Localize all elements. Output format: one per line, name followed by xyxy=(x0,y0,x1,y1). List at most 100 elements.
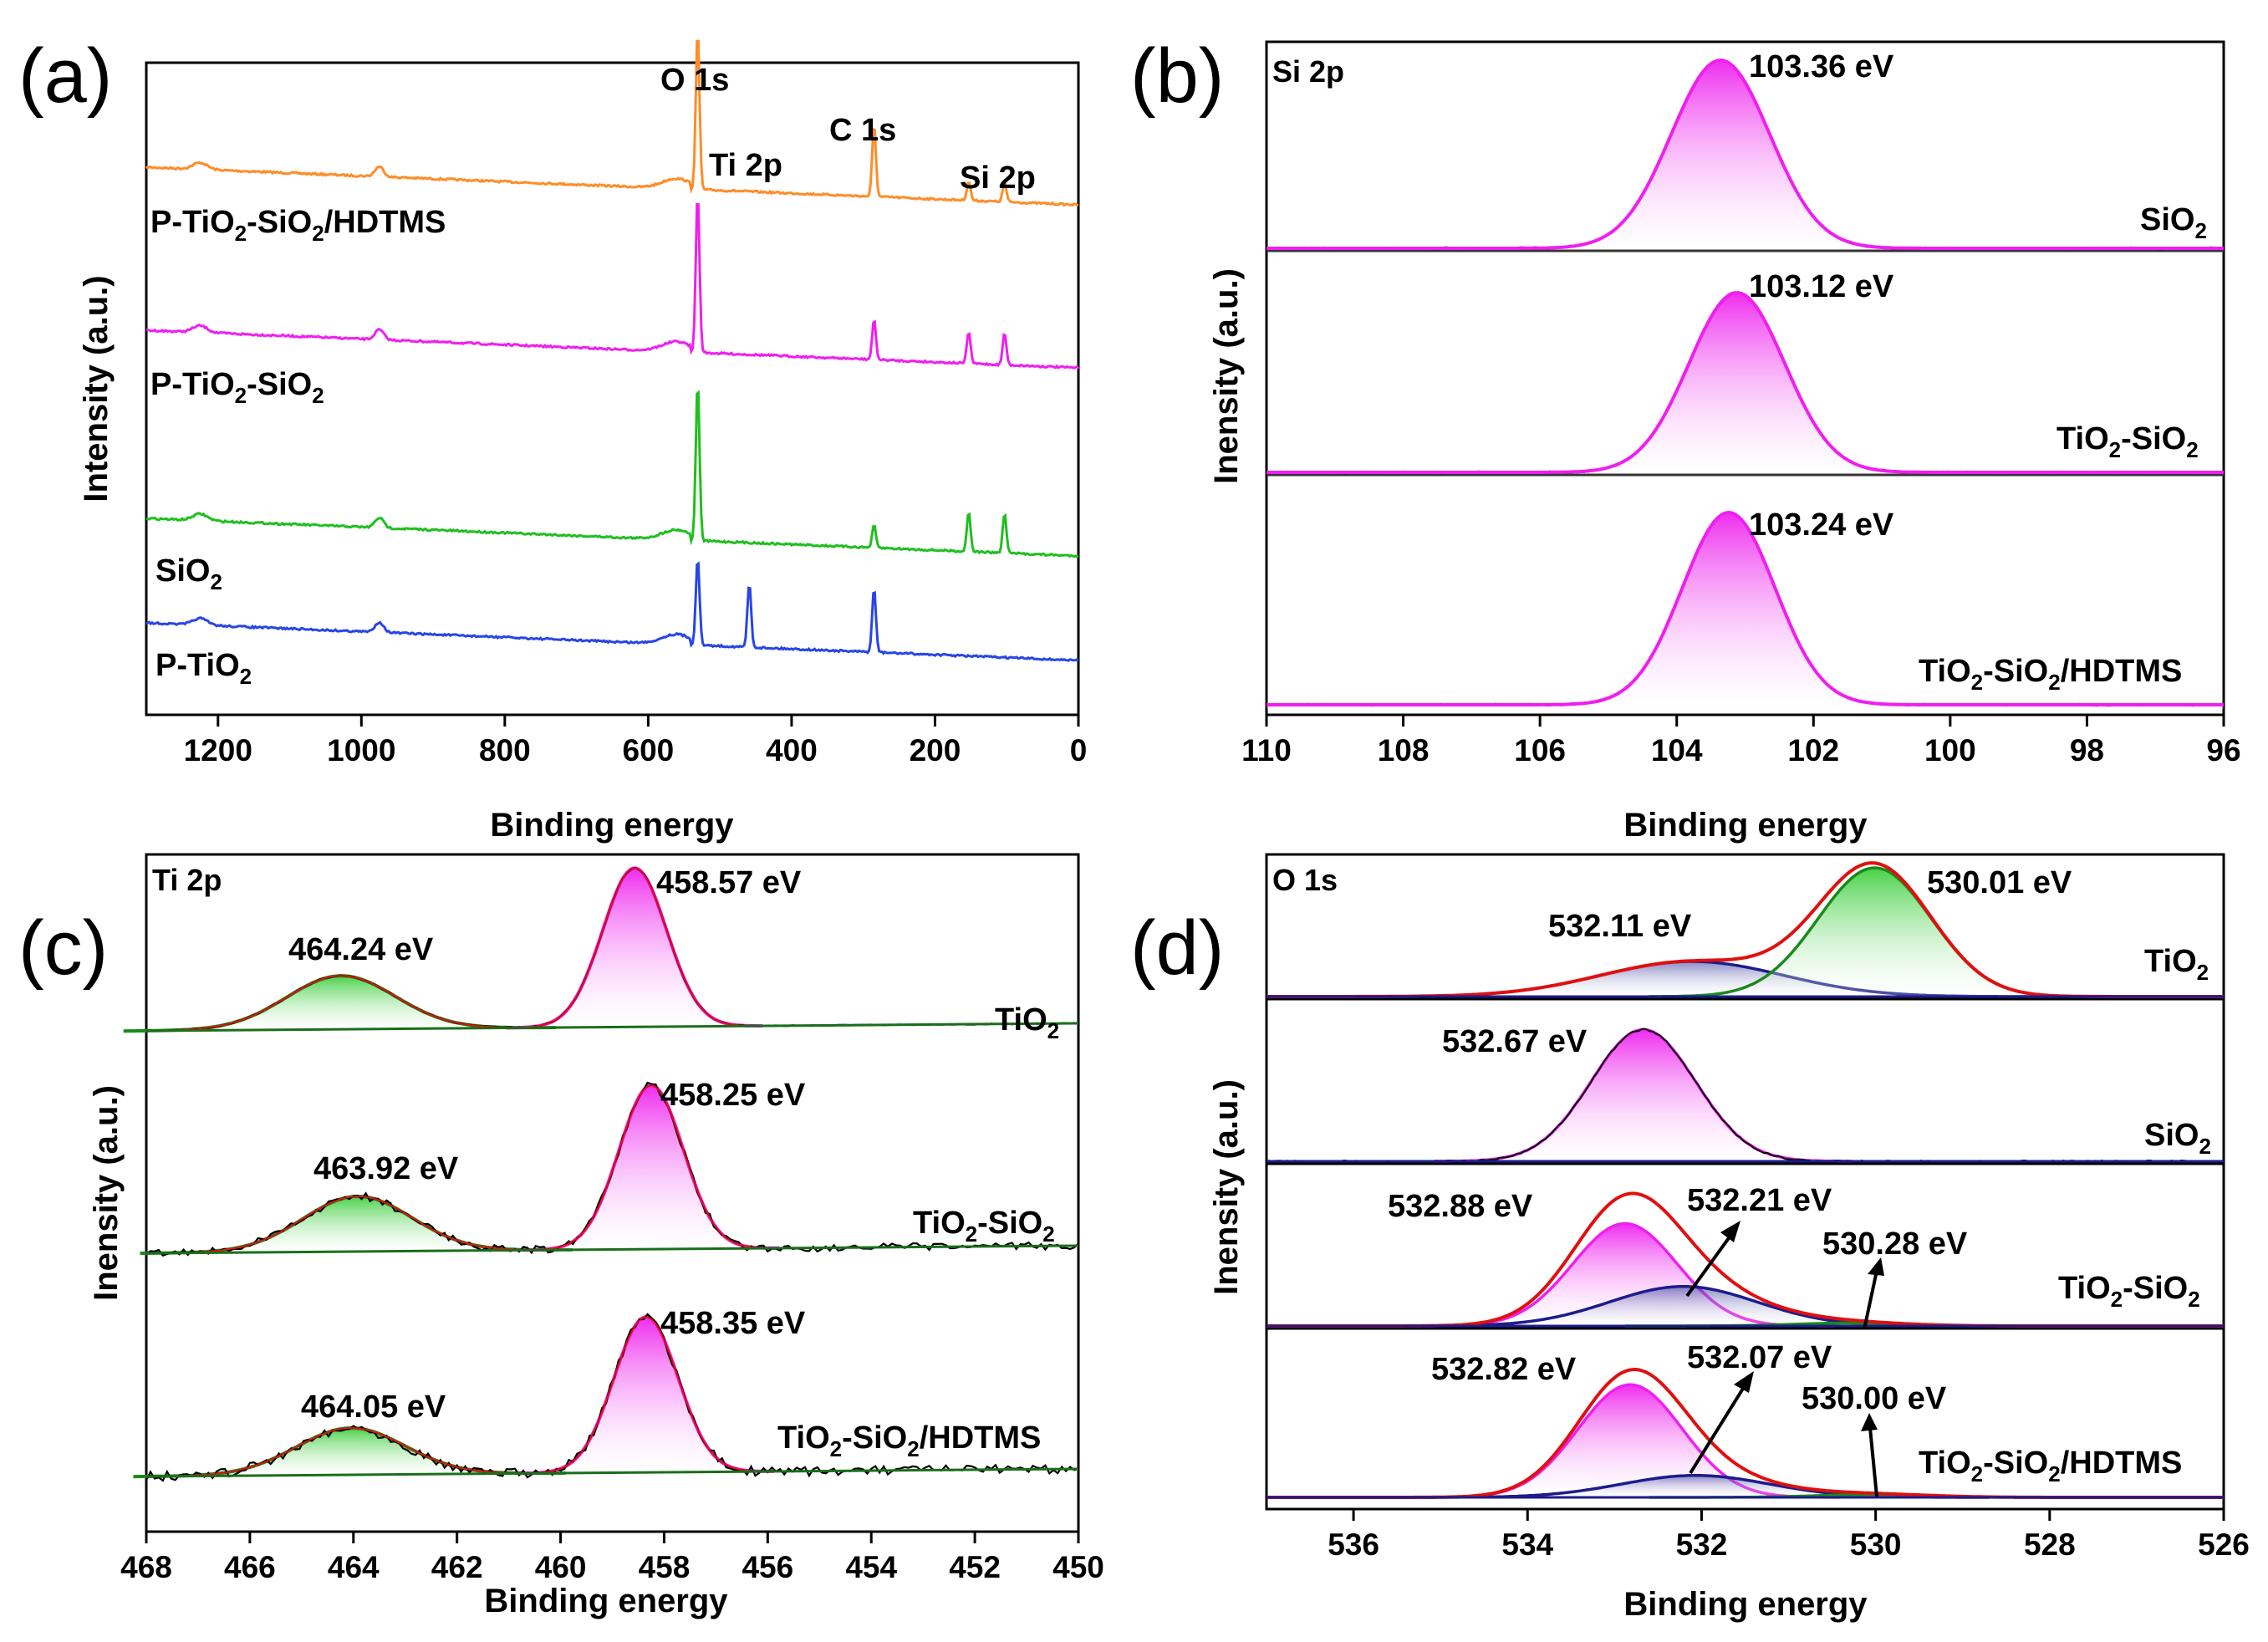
a-tick-label-800: 800 xyxy=(479,733,531,767)
arrow-d-530-00 xyxy=(1861,1413,1878,1497)
panel-d-peak-fill-1-0 xyxy=(1434,1029,1853,1161)
peak-label-d-532-07: 532.07 eV xyxy=(1687,1340,1832,1375)
panel-b-corner-label: Si 2p xyxy=(1272,54,1344,89)
panel-c-peak-fill-1-0 xyxy=(140,1196,575,1254)
c-tick-label-452: 452 xyxy=(949,1550,1001,1584)
series-label-d-hdtms: TiO2-SiO2/HDTMS xyxy=(1919,1446,2182,1486)
series-label-c-hdtms: TiO2-SiO2/HDTMS xyxy=(777,1420,1041,1461)
panel-d-frame xyxy=(1265,853,2225,1511)
panel-a-ylabel: Intensity (a.u.) xyxy=(78,275,115,502)
panel-c-frame xyxy=(145,853,1080,1533)
panel-a-series xyxy=(145,39,1080,662)
panel-c-peak-fill-2-0 xyxy=(133,1428,568,1477)
panel-d-peak-fill-2-0 xyxy=(1416,1223,1834,1326)
series-label-c-tio2: TiO2 xyxy=(995,1002,1059,1043)
series-label-d-sio2: SiO2 xyxy=(2144,1118,2211,1159)
d-tick-label-532: 532 xyxy=(1676,1527,1728,1562)
a-tick-label-600: 600 xyxy=(623,733,675,767)
panel-b-fit-1 xyxy=(1267,291,2224,474)
peak-label-c-458-57: 458.57 eV xyxy=(656,865,802,900)
series-label-b-tio2-sio2: TiO2-SiO2 xyxy=(2056,421,2199,462)
panel-a-ticks: 1200 1000 800 600 400 200 0 xyxy=(184,715,1088,767)
panel-label-d: (d) xyxy=(1130,905,1224,991)
panel-d-peak-fill-3-0 xyxy=(1421,1384,1839,1497)
panel-a-frame xyxy=(145,61,1080,716)
series-label-a-tio2-sio2: P-TiO2-SiO2 xyxy=(150,367,324,408)
panel-label-c: (c) xyxy=(18,905,108,991)
series-label-a-sio2: SiO2 xyxy=(155,553,222,594)
panel-c: (c) 468 466 464 462 460 458 456 454 452 450 Ti 2p… xyxy=(18,853,1104,1619)
panel-d-xlabel: Binding energy xyxy=(1623,1586,1868,1623)
arrow-d-530-28 xyxy=(1863,1257,1884,1330)
peak-label-c-464-24: 464.24 eV xyxy=(288,932,434,967)
panel-b-fit-0 xyxy=(1267,58,2224,250)
panel-c-peak-fill-2-1 xyxy=(517,1317,775,1474)
a-tick-label-0: 0 xyxy=(1070,733,1088,767)
c-tick-label-462: 462 xyxy=(431,1550,483,1584)
panel-d-peak-fill-0-1 xyxy=(1649,868,2102,997)
panel-a-line-1 xyxy=(145,202,1080,370)
series-label-c-tio2-sio2: TiO2-SiO2 xyxy=(913,1206,1055,1247)
series-label-d-tio2-sio2: TiO2-SiO2 xyxy=(2058,1271,2200,1312)
d-tick-label-534: 534 xyxy=(1501,1527,1553,1562)
panel-c-series xyxy=(123,866,1079,1482)
series-label-d-tio2: TiO2 xyxy=(2144,944,2209,985)
c-tick-label-468: 468 xyxy=(120,1550,172,1584)
panel-d-corner-label: O 1s xyxy=(1272,863,1338,897)
panel-d-peak-fill-2-1 xyxy=(1387,1286,1980,1326)
panel-d-ylabel: Inensity (a.u.) xyxy=(1208,1079,1245,1295)
panel-c-xlabel: Binding energy xyxy=(484,1583,728,1619)
panel-label-a: (a) xyxy=(18,33,112,119)
panel-b-peak-fill-2 xyxy=(1267,512,2224,709)
peak-label-d-532-11: 532.11 eV xyxy=(1548,909,1692,944)
panel-c-peak-fill-0-1 xyxy=(506,868,763,1028)
panel-d-ticks: 536 534 532 530 528 526 xyxy=(1328,1509,2250,1562)
c-tick-label-458: 458 xyxy=(639,1550,691,1584)
peak-label-si2p: Si 2p xyxy=(960,161,1036,196)
b-tick-label-106: 106 xyxy=(1514,733,1566,767)
panel-b-frame xyxy=(1265,40,2225,716)
panel-c-ylabel: Inensity (a.u.) xyxy=(88,1085,125,1301)
panel-b: (b) 110 108 106 104 102 100 98 96 Si 2p 103.36 … xyxy=(1130,33,2241,844)
peak-label-c-458-25: 458.25 eV xyxy=(660,1078,806,1113)
peak-label-d-532-88: 532.88 eV xyxy=(1388,1189,1533,1224)
c-tick-label-456: 456 xyxy=(742,1550,793,1584)
panel-c-peak-fill-1-1 xyxy=(522,1085,780,1251)
panel-c-baseline-0 xyxy=(145,1022,1079,1033)
series-label-a-tio2: P-TiO2 xyxy=(155,648,252,689)
arrow-d-532-07 xyxy=(1689,1371,1754,1475)
a-tick-label-200: 200 xyxy=(910,733,961,767)
d-tick-label-528: 528 xyxy=(2024,1527,2076,1562)
peak-label-b-tio2-sio2: 103.12 eV xyxy=(1749,269,1894,304)
peak-label-b-hdtms: 103.24 eV xyxy=(1749,507,1894,543)
d-tick-label-526: 526 xyxy=(2198,1527,2250,1562)
panel-d-peak-fill-3-1 xyxy=(1399,1475,1992,1497)
panel-c-peak-fill-0-0 xyxy=(123,976,559,1032)
panel-c-ticks: 468 466 464 462 460 458 456 454 452 450 xyxy=(120,1532,1104,1584)
d-tick-label-536: 536 xyxy=(1328,1527,1379,1562)
peak-label-c-464-05: 464.05 eV xyxy=(301,1390,446,1425)
peak-label-c1s: C 1s xyxy=(829,113,896,148)
b-tick-label-98: 98 xyxy=(2070,733,2104,767)
b-tick-label-96: 96 xyxy=(2206,733,2240,767)
panel-d-raw-1 xyxy=(1266,1028,2225,1164)
panel-a-line-2 xyxy=(145,390,1079,558)
a-tick-label-1000: 1000 xyxy=(327,733,395,767)
peak-label-c-463-92: 463.92 eV xyxy=(313,1151,459,1186)
peak-label-d-530-00: 530.00 eV xyxy=(1802,1381,1947,1416)
panel-c-baseline-2 xyxy=(145,1467,1079,1478)
peak-label-d-530-28: 530.28 eV xyxy=(1822,1226,1968,1262)
arrow-d-532-21 xyxy=(1685,1221,1740,1298)
b-tick-label-110: 110 xyxy=(1241,733,1292,767)
peak-label-d-532-21: 532.21 eV xyxy=(1687,1183,1832,1218)
peak-label-o1s: O 1s xyxy=(660,63,729,98)
c-tick-label-464: 464 xyxy=(328,1550,380,1584)
peak-label-d-532-82: 532.82 eV xyxy=(1431,1352,1577,1387)
c-tick-label-450: 450 xyxy=(1052,1550,1104,1584)
peak-label-d-532-67: 532.67 eV xyxy=(1442,1024,1588,1059)
peak-label-d-530-01: 530.01 eV xyxy=(1927,865,2072,900)
c-tick-label-460: 460 xyxy=(535,1550,587,1584)
panel-c-corner-label: Ti 2p xyxy=(152,863,222,897)
panel-d-peak-fill-0-0 xyxy=(1326,961,2058,997)
